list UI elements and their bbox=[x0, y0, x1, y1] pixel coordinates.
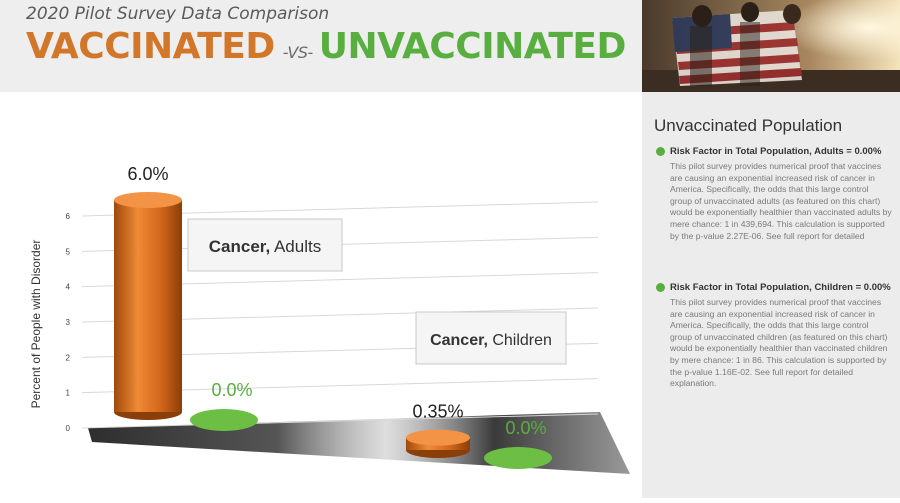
category-box-adults bbox=[187, 218, 343, 272]
y-tick-label: 3 bbox=[66, 318, 71, 327]
survey-subtitle: 2020 Pilot Survey Data Comparison bbox=[26, 4, 330, 24]
vaccinated-bar bbox=[114, 200, 182, 412]
y-axis-label: Percent of People with Disorder bbox=[29, 240, 43, 409]
title-vaccinated: VACCINATED bbox=[26, 26, 275, 67]
risk-factor-adults-text: This pilot survey provides numerical pro… bbox=[670, 161, 892, 241]
y-tick-label: 1 bbox=[66, 389, 71, 398]
flag-photo-image bbox=[642, 0, 900, 92]
unvaccinated-data-label: 0.0% bbox=[211, 380, 252, 400]
comparison-title: VACCINATED -VS- UNVACCINATED bbox=[26, 26, 626, 67]
unvaccinated-bar bbox=[484, 447, 552, 469]
y-tick-label: 4 bbox=[66, 283, 71, 292]
risk-factor-children-heading: Risk Factor in Total Population, Childre… bbox=[670, 282, 891, 293]
flag-photo bbox=[642, 0, 900, 92]
sidebar-panel: Unvaccinated Population Risk Factor in T… bbox=[642, 92, 900, 498]
unvaccinated-bar bbox=[190, 409, 258, 431]
vaccinated-data-label: 0.35% bbox=[412, 402, 463, 422]
y-tick-label: 6 bbox=[66, 212, 71, 221]
risk-factor-children: Risk Factor in Total Population, Childre… bbox=[656, 282, 892, 390]
category-label-children: Cancer, Children bbox=[430, 332, 552, 349]
category-label-adults: Cancer, Adults bbox=[209, 237, 321, 256]
vaccinated-bar-top bbox=[114, 192, 182, 208]
green-dot-icon bbox=[656, 147, 665, 156]
category-box-children bbox=[415, 311, 567, 365]
title-vs: -VS- bbox=[282, 43, 314, 62]
y-tick-label: 0 bbox=[66, 424, 71, 433]
vaccinated-bar-top bbox=[406, 429, 470, 446]
bar-chart: 0 1 2 3 4 5 6 6.0% 0.35% 0.0% 0.0% Cancer, Adults… bbox=[29, 164, 630, 474]
risk-factor-adults: Risk Factor in Total Population, Adults … bbox=[656, 146, 892, 242]
y-tick-label: 5 bbox=[66, 247, 71, 256]
sidebar-title: Unvaccinated Population bbox=[654, 116, 843, 135]
chart-area: 0 1 2 3 4 5 6 6.0% 0.35% 0.0% 0.0% Cancer, Adults… bbox=[0, 92, 642, 498]
chart-floor bbox=[88, 412, 630, 474]
title-unvaccinated: UNVACCINATED bbox=[318, 26, 627, 67]
risk-factor-adults-heading: Risk Factor in Total Population, Adults … bbox=[670, 146, 882, 157]
y-tick-label: 2 bbox=[66, 353, 71, 362]
unvaccinated-data-label: 0.0% bbox=[505, 418, 546, 438]
green-dot-icon bbox=[656, 283, 665, 292]
risk-factor-children-text: This pilot survey provides numerical pro… bbox=[670, 297, 888, 389]
gridline bbox=[81, 413, 599, 429]
vaccinated-data-label: 6.0% bbox=[127, 164, 168, 184]
